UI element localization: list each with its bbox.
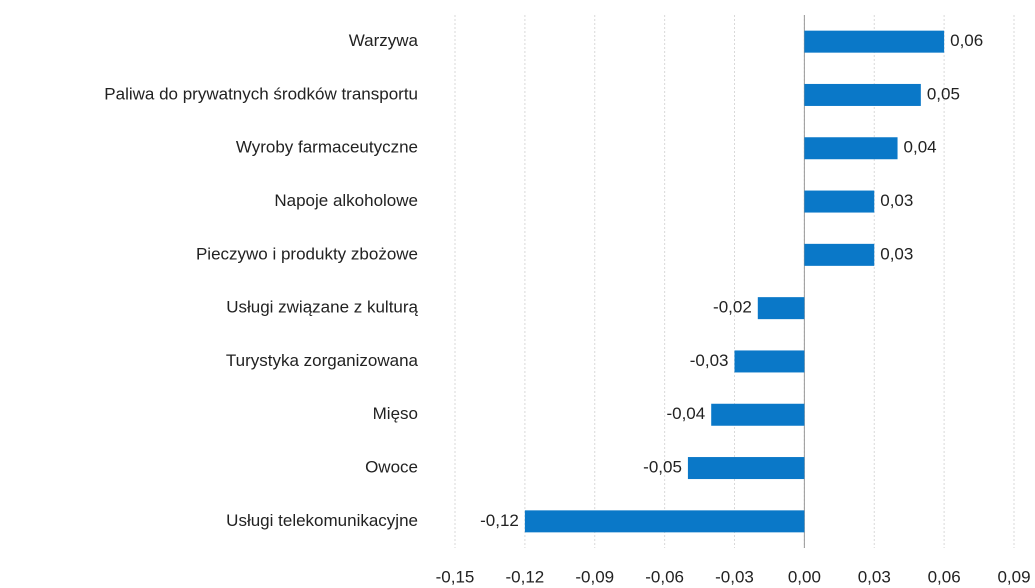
x-tick-label: 0,03	[858, 567, 891, 586]
y-tick-label: Owoce	[365, 458, 418, 477]
y-tick-label: Napoje alkoholowe	[274, 191, 418, 210]
y-tick-label: Usługi telekomunikacyjne	[226, 511, 418, 530]
y-tick-label: Wyroby farmaceutyczne	[236, 138, 418, 157]
value-label: 0,04	[904, 138, 937, 157]
y-tick-label: Usługi związane z kulturą	[226, 298, 418, 317]
x-tick-label: -0,03	[715, 567, 754, 586]
bar	[804, 190, 875, 213]
y-tick-label: Turystyka zorganizowana	[226, 351, 419, 370]
x-tick-label: 0,09	[997, 567, 1030, 586]
bar	[734, 350, 805, 373]
value-label: -0,12	[480, 511, 519, 530]
value-label: -0,03	[690, 351, 729, 370]
bar	[804, 30, 945, 53]
x-tick-label: 0,06	[928, 567, 961, 586]
x-tick-label: -0,06	[645, 567, 684, 586]
y-tick-label: Mięso	[373, 404, 418, 423]
x-tick-label: -0,09	[575, 567, 614, 586]
value-label: -0,05	[643, 458, 682, 477]
y-tick-label: Paliwa do prywatnych środków transportu	[104, 84, 418, 103]
x-tick-label: -0,12	[506, 567, 545, 586]
x-tick-label: 0,00	[788, 567, 821, 586]
y-tick-label: Pieczywo i produkty zbożowe	[196, 244, 418, 263]
bar	[804, 243, 875, 266]
bar	[804, 137, 898, 160]
value-label: -0,04	[666, 404, 705, 423]
y-tick-label: Warzywa	[349, 31, 419, 50]
value-label: 0,06	[950, 31, 983, 50]
bar	[757, 297, 805, 320]
value-label: 0,03	[880, 244, 913, 263]
bar	[711, 403, 805, 426]
bar	[804, 83, 921, 106]
bar	[524, 510, 805, 533]
value-label: -0,02	[713, 298, 752, 317]
x-tick-label: -0,15	[436, 567, 475, 586]
bar	[687, 457, 805, 480]
value-label: 0,05	[927, 84, 960, 103]
value-label: 0,03	[880, 191, 913, 210]
